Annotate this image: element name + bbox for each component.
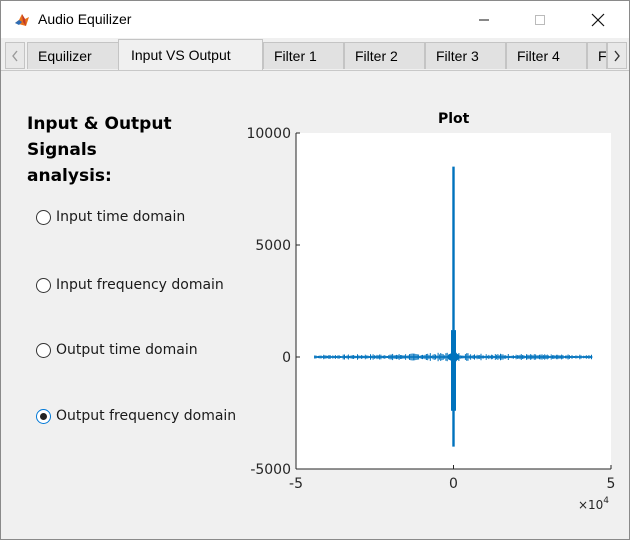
- radio-button[interactable]: [36, 342, 51, 358]
- tab-label: Filter 3: [436, 48, 479, 64]
- radio-button-selected[interactable]: [36, 408, 51, 424]
- tab-filter-5-partial[interactable]: F: [587, 42, 607, 69]
- radio-label: Output frequency domain: [56, 408, 237, 424]
- radio-button[interactable]: [36, 277, 51, 293]
- tab-equilizer[interactable]: Equilizer: [27, 42, 119, 69]
- chevron-right-icon: [614, 50, 620, 61]
- tab-filter-2[interactable]: Filter 2: [344, 42, 425, 69]
- radio-label: Output time domain: [56, 342, 198, 358]
- maximize-button[interactable]: [517, 1, 563, 38]
- tab-scroll-right-button[interactable]: [607, 42, 627, 69]
- tab-input-vs-output[interactable]: Input VS Output: [118, 39, 263, 70]
- radio-output-time-domain[interactable]: Output time domain: [36, 340, 198, 360]
- heading-line-2: analysis:: [27, 166, 112, 186]
- plot-title: Plot: [438, 111, 470, 127]
- tab-label: Filter 2: [355, 48, 398, 64]
- x-exponent-label: ×104: [578, 496, 609, 512]
- tab-label: Input VS Output: [131, 47, 231, 63]
- minimize-button[interactable]: [461, 1, 507, 38]
- close-button[interactable]: [575, 1, 621, 38]
- signal-center-blob: [447, 353, 460, 361]
- minimize-icon: [479, 19, 489, 20]
- close-icon: [591, 13, 605, 26]
- radio-output-frequency-domain[interactable]: Output frequency domain: [36, 406, 236, 426]
- tab-scroll-left-button[interactable]: [5, 42, 25, 69]
- y-tick-label: -5000: [250, 462, 291, 478]
- matlab-icon: [14, 12, 30, 28]
- window-title: Audio Equilizer: [38, 11, 132, 27]
- heading-line-1: Input & Output Signals: [27, 114, 172, 160]
- maximize-icon: [535, 14, 545, 25]
- radio-label: Input frequency domain: [56, 277, 224, 293]
- tab-filter-3[interactable]: Filter 3: [425, 42, 506, 69]
- y-tick-label: 0: [282, 350, 291, 366]
- radio-input-frequency-domain[interactable]: Input frequency domain: [36, 275, 224, 295]
- section-heading: Input & Output Signals analysis:: [27, 111, 247, 189]
- title-bar: Audio Equilizer: [1, 1, 629, 38]
- tab-label: Filter 1: [274, 48, 317, 64]
- radio-input-time-domain[interactable]: Input time domain: [36, 207, 185, 227]
- frequency-plot: -5 0 5 -5000 0 5000 10000 ×104: [246, 126, 615, 512]
- plot-signal: [314, 166, 593, 447]
- plot-axes: -5 0 5 -5000 0 5000 10000 ×104: [246, 126, 615, 512]
- tab-content-panel: Input & Output Signals analysis: Input t…: [1, 71, 629, 539]
- x-tick-label: 5: [607, 476, 616, 492]
- radio-button[interactable]: [36, 209, 51, 225]
- y-tick-label: 5000: [255, 238, 291, 254]
- tab-label: F: [598, 48, 607, 64]
- tab-label: Equilizer: [38, 48, 92, 64]
- radio-label: Input time domain: [56, 209, 186, 225]
- x-tick-label: 0: [449, 476, 458, 492]
- tab-strip: Equilizer Input VS Output Filter 1 Filte…: [1, 38, 629, 71]
- tab-label: Filter 4: [517, 48, 560, 64]
- tab-filter-4[interactable]: Filter 4: [506, 42, 587, 69]
- tab-filter-1[interactable]: Filter 1: [263, 42, 344, 69]
- chevron-left-icon: [12, 50, 18, 61]
- x-tick-label: -5: [289, 476, 303, 492]
- y-tick-label: 10000: [246, 126, 291, 142]
